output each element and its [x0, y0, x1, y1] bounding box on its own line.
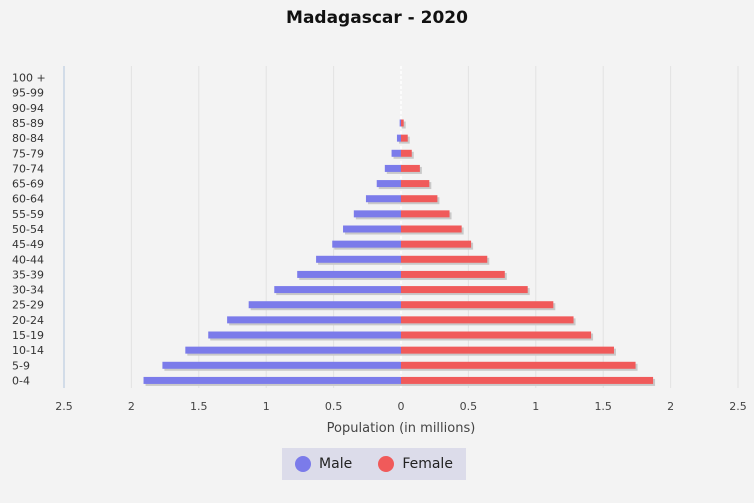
bar-female-20-24	[401, 316, 574, 324]
bar-male-50-54	[343, 225, 401, 233]
category-label: 55-59	[12, 208, 44, 221]
bar-male-85-89	[399, 119, 401, 127]
x-tick-label: 2	[667, 400, 674, 413]
bar-female-75-79	[401, 149, 412, 157]
bar-female-50-54	[401, 225, 462, 233]
bar-male-65-69	[376, 180, 401, 188]
bar-male-10-14	[185, 346, 401, 354]
bar-female-55-59	[401, 210, 450, 218]
category-label: 50-54	[12, 223, 44, 236]
category-label: 5-9	[12, 359, 30, 372]
category-label: 85-89	[12, 117, 44, 130]
chart-title: Madagascar - 2020	[286, 8, 468, 28]
category-label: 80-84	[12, 132, 44, 145]
x-tick-label: 0	[398, 400, 405, 413]
bar-male-15-19	[208, 331, 401, 339]
bar-female-30-34	[401, 286, 528, 294]
category-label: 15-19	[12, 329, 44, 342]
category-label: 30-34	[12, 284, 44, 297]
bar-female-35-39	[401, 270, 505, 278]
bar-male-30-34	[274, 286, 401, 294]
bar-female-15-19	[401, 331, 592, 339]
category-label: 95-99	[12, 87, 44, 100]
bar-female-45-49	[401, 240, 472, 248]
bar-male-80-84	[396, 134, 401, 142]
category-label: 60-64	[12, 193, 44, 206]
x-tick-label: 1	[532, 400, 539, 413]
bar-male-45-49	[332, 240, 401, 248]
bar-female-40-44	[401, 255, 488, 263]
category-label: 40-44	[12, 253, 44, 266]
bar-female-70-74	[401, 164, 420, 172]
x-tick-label: 2.5	[729, 400, 747, 413]
bar-shadow	[403, 121, 406, 129]
legend-swatch-female	[378, 456, 395, 472]
legend-item-female[interactable]: Female	[378, 456, 453, 472]
bar-female-85-89	[401, 119, 404, 127]
category-label: 90-94	[12, 102, 44, 115]
bar-female-65-69	[401, 180, 430, 188]
bar-female-25-29	[401, 301, 554, 309]
x-tick-label: 1.5	[594, 400, 612, 413]
bar-female-60-64	[401, 195, 438, 203]
category-label: 0-4	[12, 374, 30, 387]
legend-swatch-male	[295, 456, 312, 472]
bar-male-20-24	[227, 316, 401, 324]
bar-female-5-9	[401, 361, 636, 369]
bar-female-0-4	[401, 376, 654, 384]
bar-male-5-9	[162, 361, 401, 369]
bar-male-0-4	[143, 376, 402, 384]
category-label: 65-69	[12, 178, 44, 191]
x-tick-label: 1.5	[190, 400, 208, 413]
legend: Male Female	[282, 448, 466, 480]
bar-male-70-74	[384, 164, 401, 172]
legend-label-male: Male	[319, 456, 353, 472]
bar-female-10-14	[401, 346, 614, 354]
bar-male-40-44	[316, 255, 401, 263]
category-label: 20-24	[12, 314, 44, 327]
bar-male-25-29	[248, 301, 401, 309]
bar-male-35-39	[297, 270, 401, 278]
x-tick-label: 0.5	[460, 400, 478, 413]
bar-male-55-59	[353, 210, 401, 218]
category-label: 75-79	[12, 147, 44, 160]
x-axis-title: Population (in millions)	[327, 421, 476, 436]
category-label: 25-29	[12, 299, 44, 312]
bar-male-75-79	[391, 149, 401, 157]
x-tick-label: 2.5	[55, 400, 73, 413]
x-tick-label: 2	[128, 400, 135, 413]
legend-item-male[interactable]: Male	[295, 456, 352, 472]
category-label: 100 +	[12, 72, 46, 85]
category-label: 10-14	[12, 344, 44, 357]
legend-label-female: Female	[402, 456, 453, 472]
x-tick-label: 1	[263, 400, 270, 413]
category-label: 70-74	[12, 162, 44, 175]
category-label: 35-39	[12, 268, 44, 281]
category-label: 45-49	[12, 238, 44, 251]
bar-female-80-84	[401, 134, 408, 142]
x-tick-label: 0.5	[325, 400, 343, 413]
bar-male-60-64	[365, 195, 401, 203]
